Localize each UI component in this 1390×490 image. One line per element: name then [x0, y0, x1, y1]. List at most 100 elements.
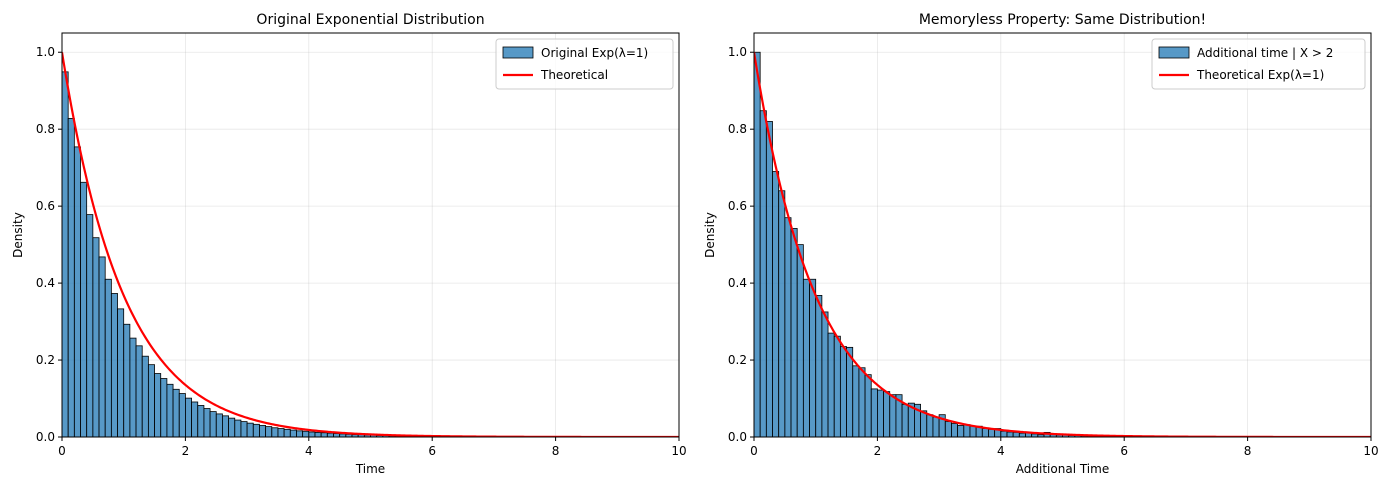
chart0-bar	[296, 430, 304, 437]
chart1-ytick-label: 1.0	[728, 45, 747, 59]
chart0-bar	[228, 417, 236, 437]
left-chart-panel: 0 2 4 6 8 10 0.0 0.2 0.4 0.6 0.8 1.0 Original Expone…	[11, 12, 687, 476]
chart1-xtick-label: 4	[997, 444, 1005, 458]
chart1-bar	[957, 425, 965, 437]
chart0-xtick-label: 2	[182, 444, 190, 458]
chart0-bar	[246, 422, 254, 437]
chart1-bar	[772, 171, 780, 437]
chart0-legend-box	[495, 38, 674, 90]
chart1-grid	[753, 33, 1372, 438]
chart0-ylabel: Density	[11, 212, 25, 258]
chart0-histogram	[62, 71, 556, 437]
chart1-axes-frame	[753, 32, 1372, 438]
chart0-xtick-label: 4	[305, 444, 313, 458]
chart0-bar	[92, 237, 100, 437]
chart1-ytick-label: 0.4	[728, 276, 747, 290]
chart0-bar	[123, 323, 131, 437]
chart1-bar	[754, 51, 761, 437]
chart0-axes-frame	[61, 32, 680, 438]
chart0-bar	[289, 429, 297, 437]
chart1-bar	[852, 365, 860, 437]
chart0-bar	[252, 423, 260, 437]
chart0-xtick-label: 6	[428, 444, 436, 458]
chart1-ytick-label: 0.6	[728, 199, 747, 213]
chart0-bar	[191, 401, 199, 437]
chart0-bar	[129, 337, 137, 437]
chart0-bar	[117, 308, 125, 437]
chart0-bar	[277, 428, 285, 437]
chart1-bar	[877, 389, 884, 437]
chart0-xtick-label: 8	[552, 444, 560, 458]
chart1-bar	[802, 278, 810, 437]
chart0-bar	[147, 364, 155, 437]
chart0-bar	[178, 393, 186, 437]
chart1-xtick-label: 2	[874, 444, 882, 458]
chart0-bar	[271, 427, 279, 437]
chart1-legend-box	[1151, 38, 1366, 90]
chart0-bar	[110, 293, 118, 437]
chart0-bar	[302, 430, 310, 437]
chart0-bar	[73, 146, 81, 437]
chart1-bar	[759, 110, 767, 437]
chart0-bar	[141, 355, 149, 437]
chart0-ytick-label: 1.0	[36, 45, 55, 59]
chart1-xtick-label: 8	[1244, 444, 1252, 458]
chart0-legend: Original Exp(λ=1) Theoretical	[495, 38, 674, 90]
chart0-bar	[86, 214, 94, 437]
chart0-xtick-label: 10	[671, 444, 686, 458]
chart1-bar	[833, 335, 841, 437]
chart1-xtick-label: 0	[750, 444, 758, 458]
chart0-bar	[98, 256, 106, 437]
chart0-xtick-label: 0	[58, 444, 66, 458]
chart1-bar	[821, 311, 829, 437]
chart0-bar	[209, 411, 217, 437]
chart1-bar	[969, 425, 977, 437]
chart1-histogram	[754, 51, 1125, 437]
chart1-ytick-label: 0.0	[728, 430, 747, 444]
chart0-bar	[265, 426, 273, 437]
chart0-bar	[160, 378, 168, 437]
chart0-bar	[240, 421, 248, 437]
chart0-ytick-label: 0.2	[36, 353, 55, 367]
chart0-bar	[308, 431, 316, 437]
chart0-legend-curve-label: Theoretical	[540, 68, 608, 82]
chart1-bar	[778, 190, 786, 437]
chart0-bar	[197, 405, 205, 437]
chart1-bar	[815, 295, 823, 437]
chart1-bar	[784, 217, 792, 437]
right-chart-panel: 0 2 4 6 8 10 0.0 0.2 0.4 0.6 0.8 1.0 Memoryless Prop…	[703, 12, 1379, 476]
chart1-bar	[864, 374, 872, 437]
chart0-bar	[135, 345, 143, 437]
chart0-bar	[326, 432, 334, 437]
chart1-xlabel: Additional Time	[1016, 462, 1109, 476]
chart0-xlabel: Time	[355, 462, 385, 476]
chart1-bar	[1000, 430, 1008, 437]
chart1-bar	[926, 414, 934, 437]
chart1-bar	[870, 388, 878, 437]
chart0-bar	[222, 415, 229, 437]
chart1-bar	[920, 410, 928, 437]
chart1-bar	[1018, 432, 1026, 437]
chart0-bar	[166, 383, 174, 437]
chart1-bar	[883, 391, 891, 437]
chart1-ytick-label: 0.2	[728, 353, 747, 367]
chart1-ytick-label: 0.8	[728, 122, 747, 136]
chart1-bar	[889, 394, 897, 437]
chart1-bar	[790, 228, 798, 437]
chart1-bar	[839, 346, 847, 437]
chart1-bar	[963, 424, 971, 437]
chart0-bar	[203, 408, 211, 437]
chart0-ytick-label: 0.4	[36, 276, 55, 290]
chart1-bar	[846, 346, 854, 437]
chart1-bar	[1012, 431, 1020, 437]
chart1-bar	[981, 428, 989, 437]
chart1-bar	[988, 428, 996, 437]
chart1-bar	[1006, 431, 1014, 437]
chart0-title: Original Exponential Distribution	[256, 12, 484, 28]
chart0-bar	[234, 419, 242, 437]
chart1-legend-histogram-swatch	[1158, 46, 1190, 59]
chart1-title: Memoryless Property: Same Distribution!	[919, 12, 1206, 28]
chart0-bar	[172, 388, 180, 437]
chart1-legend: Additional time | X > 2 Theoretical Exp(λ…	[1151, 38, 1366, 90]
